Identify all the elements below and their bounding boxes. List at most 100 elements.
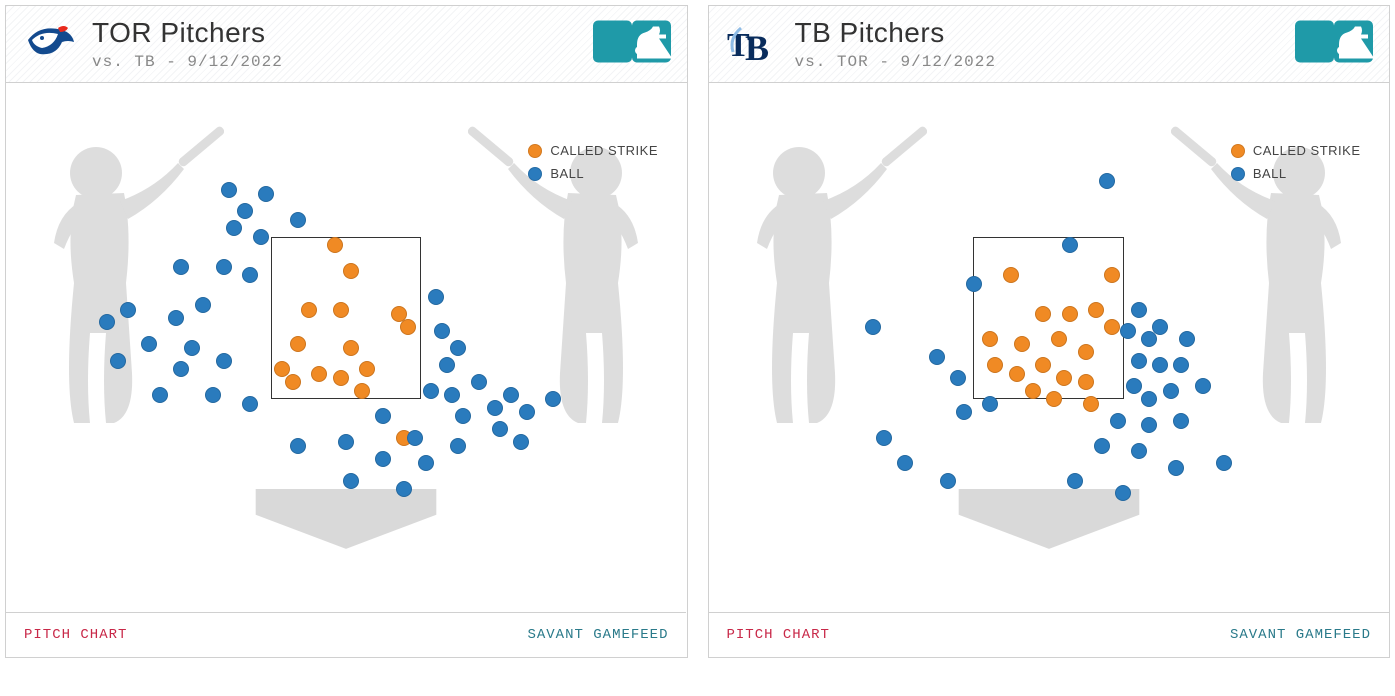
pitch-dot-strike [301, 302, 317, 318]
pitch-dot-ball [1152, 357, 1168, 373]
team-logo [22, 16, 78, 72]
pitch-dot-ball [242, 267, 258, 283]
pitch-dot-strike [1046, 391, 1062, 407]
pitch-dot-ball [242, 396, 258, 412]
pitch-dot-strike [285, 374, 301, 390]
pitch-dot-ball [1094, 438, 1110, 454]
pitch-dot-ball [1067, 473, 1083, 489]
header-text: TB Pitchers vs. TOR - 9/12/2022 [795, 17, 996, 71]
pitch-dot-ball [1141, 417, 1157, 433]
header-text: TOR Pitchers vs. TB - 9/12/2022 [92, 17, 283, 71]
pitch-dot-strike [311, 366, 327, 382]
legend: CALLED STRIKE BALL [528, 143, 658, 189]
legend-label-strike: CALLED STRIKE [1253, 143, 1361, 158]
pitch-dot-ball [173, 361, 189, 377]
card-footer: PITCH CHART SAVANT GAMEFEED [6, 613, 687, 657]
panel-subtitle: vs. TOR - 9/12/2022 [795, 53, 996, 71]
pitch-dot-ball [950, 370, 966, 386]
pitch-dot-ball [503, 387, 519, 403]
pitch-dot-strike [1104, 267, 1120, 283]
pitch-dot-ball [216, 259, 232, 275]
pitch-dot-ball [184, 340, 200, 356]
pitch-dot-ball [1131, 353, 1147, 369]
pitch-dot-ball [1099, 173, 1115, 189]
pitch-dot-strike [333, 302, 349, 318]
panel-title: TOR Pitchers [92, 17, 283, 49]
bluejays-logo-icon [22, 16, 78, 72]
pitch-dot-ball [396, 481, 412, 497]
team-logo: T B [725, 16, 781, 72]
pitch-dot-ball [1216, 455, 1232, 471]
pitch-dot-ball [216, 353, 232, 369]
pitch-dot-ball [141, 336, 157, 352]
pitch-dot-ball [876, 430, 892, 446]
pitch-dot-strike [354, 383, 370, 399]
panel-title: TB Pitchers [795, 17, 996, 49]
pitch-dot-strike [1104, 319, 1120, 335]
pitch-dot-ball [99, 314, 115, 330]
pitch-dot-ball [1168, 460, 1184, 476]
pitch-dot-ball [338, 434, 354, 450]
pitch-dot-ball [168, 310, 184, 326]
pitch-dot-ball [221, 182, 237, 198]
pitch-dot-strike [359, 361, 375, 377]
pitch-dot-ball [455, 408, 471, 424]
pitch-dot-ball [450, 438, 466, 454]
pitch-chart-card: TOR Pitchers vs. TB - 9/12/2022 CALL [5, 5, 688, 658]
pitch-dot-strike [1009, 366, 1025, 382]
pitch-dot-strike [1003, 267, 1019, 283]
pitch-dot-strike [1078, 344, 1094, 360]
legend-label-ball: BALL [1253, 166, 1287, 181]
pitch-dot-ball [1120, 323, 1136, 339]
footer-right-label: SAVANT GAMEFEED [1230, 627, 1371, 643]
pitch-dot-ball [444, 387, 460, 403]
pitch-dot-ball [407, 430, 423, 446]
pitch-dot-ball [513, 434, 529, 450]
pitch-dot-strike [1056, 370, 1072, 386]
pitch-dot-ball [1195, 378, 1211, 394]
pitch-dot-strike [290, 336, 306, 352]
card-header: T B TB Pitchers vs. TOR - 9/12/2022 [709, 6, 1390, 83]
pitch-dot-ball [110, 353, 126, 369]
mlb-logo [1295, 21, 1373, 68]
footer-right-label: SAVANT GAMEFEED [527, 627, 668, 643]
pitch-dot-strike [987, 357, 1003, 373]
legend-dot-ball-icon [528, 167, 542, 181]
pitch-dot-ball [226, 220, 242, 236]
pitch-dot-strike [1035, 306, 1051, 322]
pitch-dot-strike [982, 331, 998, 347]
pitch-dot-ball [471, 374, 487, 390]
pitch-dot-ball [434, 323, 450, 339]
pitch-dot-ball [290, 438, 306, 454]
chart-area: CALLED STRIKE BALL [709, 83, 1389, 613]
legend-dot-strike-icon [1231, 144, 1245, 158]
pitch-dot-ball [966, 276, 982, 292]
pitch-dot-ball [439, 357, 455, 373]
pitch-dot-ball [423, 383, 439, 399]
pitch-dot-strike [343, 340, 359, 356]
legend-row-ball: BALL [528, 166, 658, 181]
pitch-dot-strike [333, 370, 349, 386]
pitch-dot-strike [1083, 396, 1099, 412]
pitch-dot-ball [375, 408, 391, 424]
pitch-dot-ball [1115, 485, 1131, 501]
pitch-dot-ball [929, 349, 945, 365]
pitch-dot-ball [1173, 413, 1189, 429]
legend-label-ball: BALL [550, 166, 584, 181]
pitch-dot-ball [1141, 331, 1157, 347]
legend-row-ball: BALL [1231, 166, 1361, 181]
pitch-dot-ball [897, 455, 913, 471]
legend: CALLED STRIKE BALL [1231, 143, 1361, 189]
rays-logo-icon: T B [725, 16, 781, 72]
pitch-dot-ball [428, 289, 444, 305]
pitch-dot-ball [375, 451, 391, 467]
legend-row-strike: CALLED STRIKE [1231, 143, 1361, 158]
legend-dot-strike-icon [528, 144, 542, 158]
pitch-dot-strike [1035, 357, 1051, 373]
mlb-logo [593, 21, 671, 68]
pitch-dot-ball [1173, 357, 1189, 373]
pitch-chart-card: T B TB Pitchers vs. TOR - 9/12/2022 [708, 5, 1391, 658]
pitch-dot-strike [343, 263, 359, 279]
card-footer: PITCH CHART SAVANT GAMEFEED [709, 613, 1390, 657]
chart-area: CALLED STRIKE BALL [6, 83, 686, 613]
